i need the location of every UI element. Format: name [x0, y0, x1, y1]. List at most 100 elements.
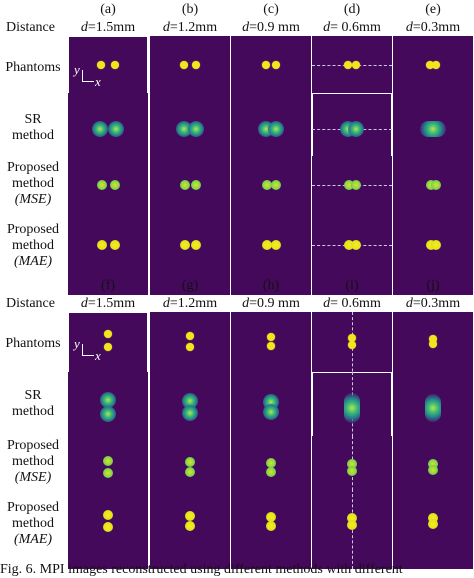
row-label-line: method	[12, 404, 54, 419]
panel-mae-h	[231, 489, 311, 569]
particle-dot	[185, 467, 195, 477]
particle-dot	[103, 522, 113, 532]
panel-mae-f	[68, 489, 148, 569]
distance-var: d	[323, 20, 331, 35]
distance-var: d	[405, 20, 413, 35]
particle-dot	[110, 240, 120, 250]
row-label-sr: SR method	[0, 112, 66, 144]
distance-value-c: d=0.9 mm	[231, 20, 311, 36]
distance-var: d	[242, 296, 250, 311]
distance-num: =0.3mm	[412, 20, 461, 35]
panel-mae-c	[231, 215, 311, 295]
figure-caption: Fig. 6. MPI images reconstructed using d…	[0, 562, 403, 577]
column-letter-j: (j)	[426, 278, 440, 293]
distance-value-h: d=0.9 mm	[231, 296, 311, 312]
row-label-line: Proposed	[6, 160, 60, 175]
particle-dot	[348, 334, 356, 342]
axis-line-x	[82, 81, 94, 82]
particle-dot	[267, 333, 275, 341]
row-label-mse: Proposed method (MSE)	[0, 160, 66, 208]
particle-dot	[103, 510, 113, 520]
particle-dot	[431, 240, 441, 250]
row-label-line: method	[12, 454, 54, 469]
particle-dot	[351, 240, 361, 250]
particle-dot	[429, 340, 437, 348]
particle-dot	[266, 512, 276, 522]
particle-dot	[104, 330, 112, 338]
particle-blob	[263, 404, 279, 420]
column-letter-c: (c)	[263, 2, 279, 17]
distance-num: = 0.6mm	[330, 20, 381, 35]
particle-dot	[272, 61, 280, 69]
particle-dot	[111, 61, 119, 69]
particle-dot	[186, 332, 194, 340]
row-label-line: method	[12, 176, 54, 191]
distance-num: =1.2mm	[169, 296, 218, 311]
distance-var: d	[162, 296, 170, 311]
distance-header: Distance	[6, 20, 55, 35]
panel-mae-d	[312, 215, 392, 295]
row-label-line: Phantoms	[5, 60, 61, 75]
particle-blob	[100, 406, 116, 422]
row-label-line: (MSE)	[14, 192, 52, 207]
particle-dot	[180, 240, 190, 250]
particle-dot	[347, 520, 357, 530]
column-letter-b: (b)	[181, 2, 199, 17]
distance-value-f: d=1.5mm	[68, 296, 148, 312]
particle-dot	[262, 61, 270, 69]
particle-dot	[347, 459, 357, 469]
row-label-line: method	[12, 516, 54, 531]
particle-dot	[104, 343, 112, 351]
particle-dot	[267, 342, 275, 350]
particle-blob	[92, 121, 108, 137]
particle-blob	[188, 121, 204, 137]
distance-var: d	[162, 20, 170, 35]
row-label-line: method	[12, 238, 54, 253]
axis-label-y: y	[74, 62, 80, 77]
particle-dot	[428, 513, 438, 523]
distance-header: Distance	[6, 296, 55, 311]
distance-value-i: d= 0.6mm	[312, 296, 392, 312]
distance-num: = 0.6mm	[330, 296, 381, 311]
distance-num: =0.9 mm	[249, 20, 300, 35]
distance-var: d	[80, 20, 88, 35]
distance-num: =1.5mm	[87, 296, 136, 311]
particle-dot	[97, 61, 105, 69]
axis-label-x: x	[95, 74, 101, 89]
particle-dot	[185, 511, 195, 521]
distance-num: =0.3mm	[412, 296, 461, 311]
particle-dot	[351, 180, 361, 190]
particle-blob	[425, 394, 441, 422]
distance-num: =1.2mm	[169, 20, 218, 35]
row-label-line: Phantoms	[5, 336, 61, 351]
row-label-sr: SR method	[0, 388, 66, 420]
particle-blob	[100, 392, 116, 408]
particle-dot	[344, 61, 352, 69]
particle-dot	[262, 240, 272, 250]
distance-value-e: d=0.3mm	[393, 20, 473, 36]
column-letter-d: (d)	[343, 2, 361, 17]
particle-dot	[103, 468, 113, 478]
row-label-phantoms: Phantoms	[0, 60, 66, 76]
particle-blob	[344, 393, 360, 423]
particle-dot	[348, 341, 356, 349]
distance-num: =0.9 mm	[249, 296, 300, 311]
particle-dot	[428, 459, 438, 469]
particle-blob	[108, 121, 124, 137]
particle-dot	[97, 180, 107, 190]
row-label-line: Proposed	[6, 500, 60, 515]
particle-blob	[182, 405, 198, 421]
particle-dot	[432, 61, 440, 69]
axis-line-y	[82, 70, 83, 82]
particle-dot	[97, 240, 107, 250]
row-label-line: (MAE)	[13, 254, 53, 269]
particle-dot	[431, 180, 441, 190]
particle-dot	[262, 180, 272, 190]
axis-line-y	[82, 344, 83, 356]
column-letter-h: (h)	[262, 278, 280, 293]
particle-dot	[185, 457, 195, 467]
distance-var: d	[405, 296, 413, 311]
row-label-mae: Proposed method (MAE)	[0, 500, 66, 548]
axis-label-x: x	[95, 348, 101, 363]
distance-value-a: d=1.5mm	[68, 20, 148, 36]
